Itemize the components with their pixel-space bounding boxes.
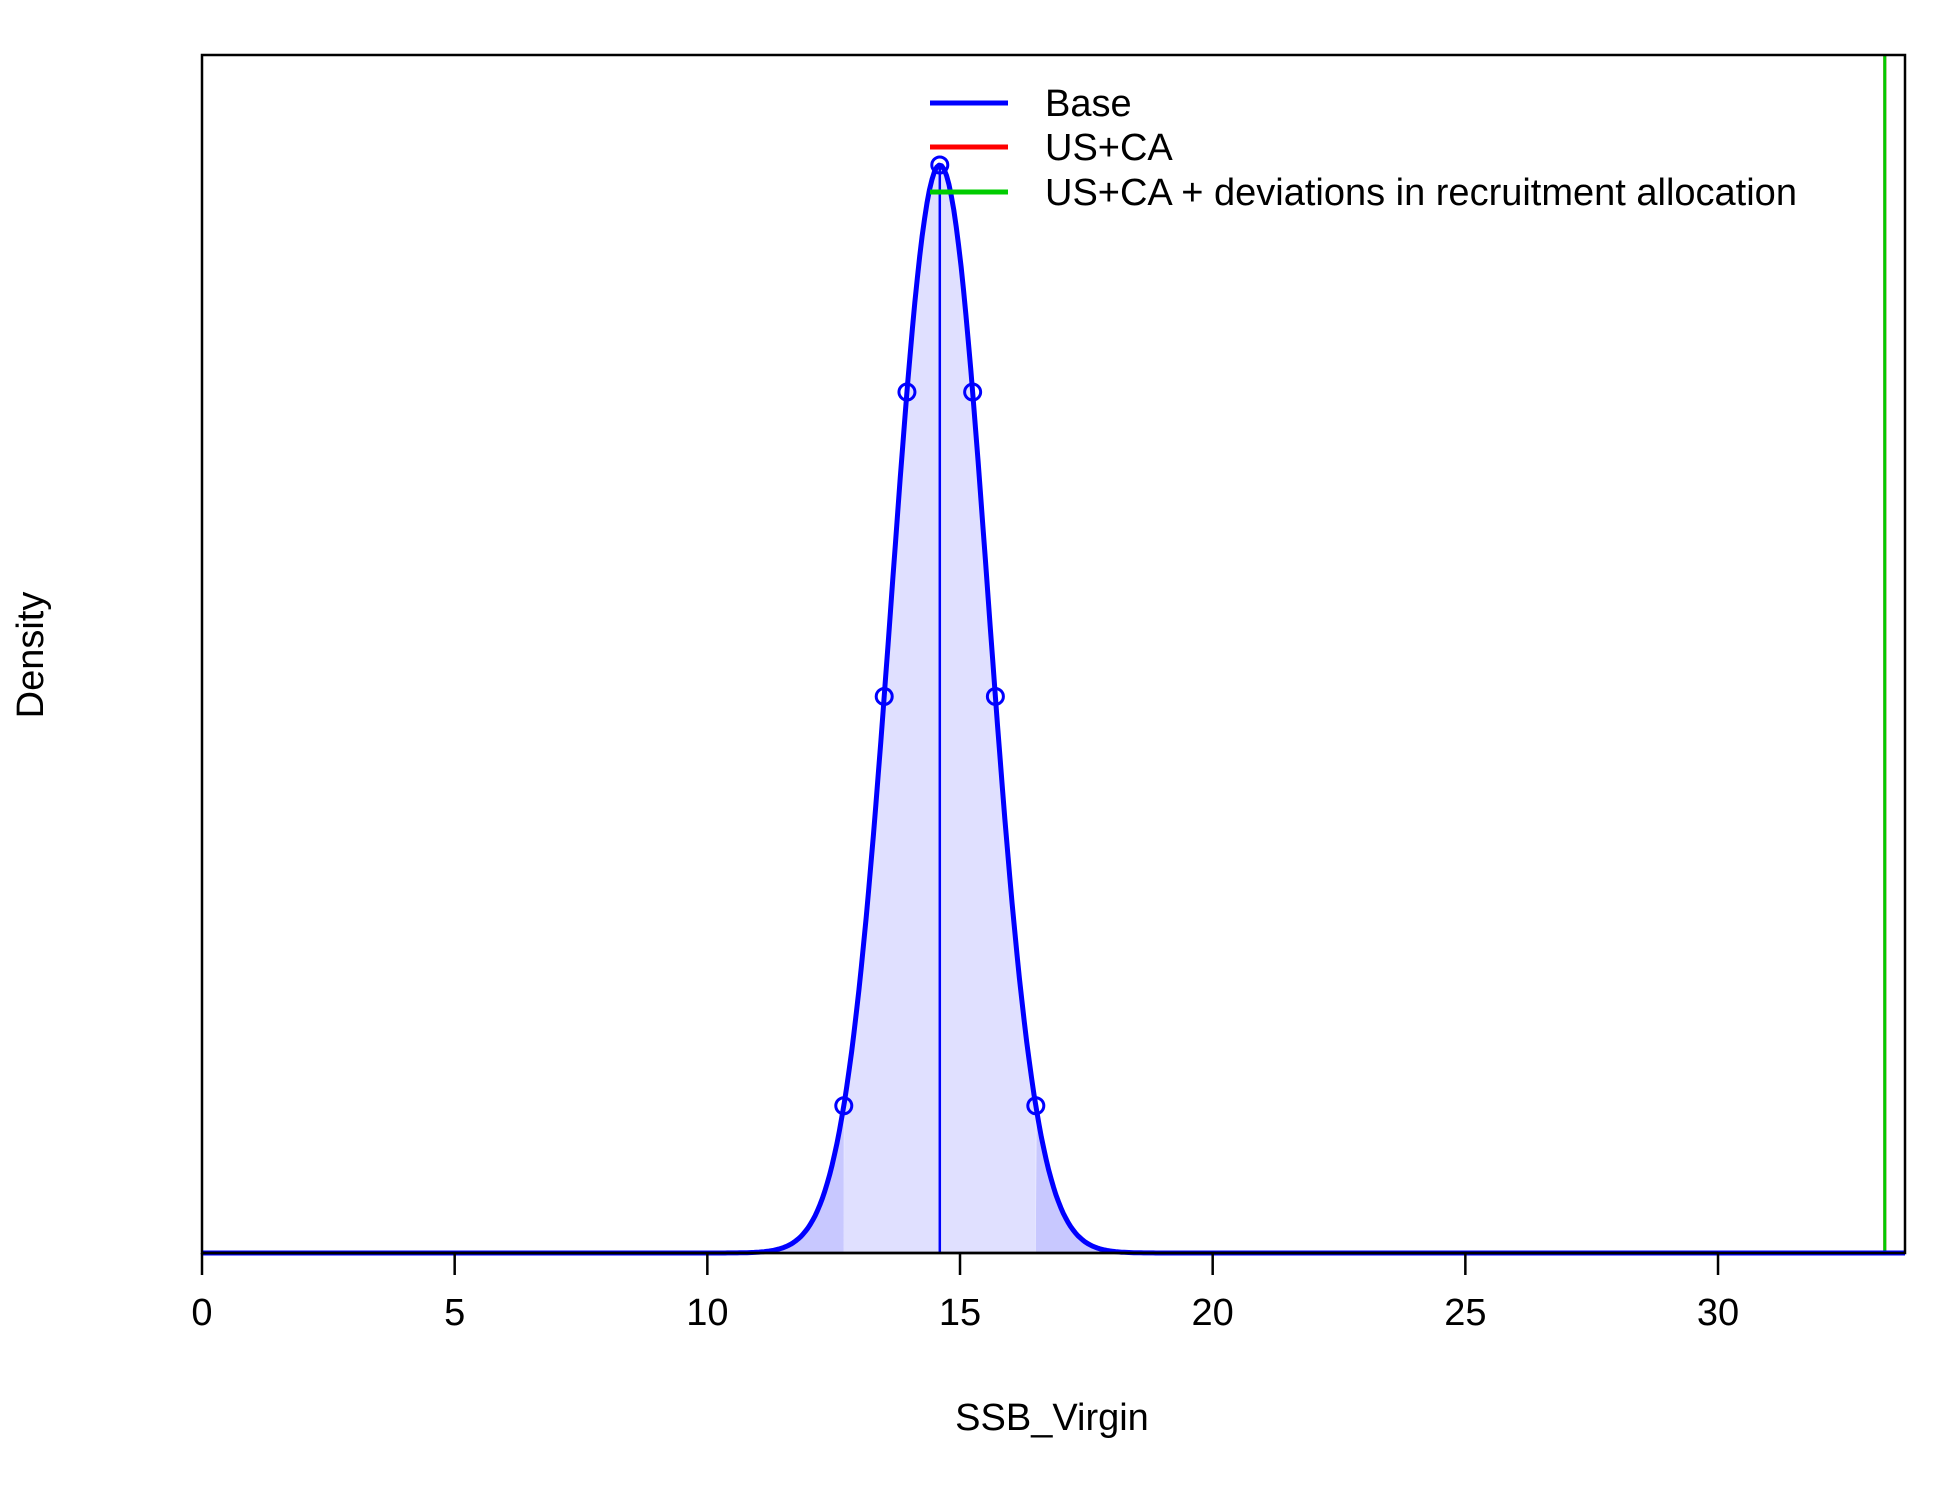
- x-tick-label: 5: [444, 1292, 465, 1334]
- x-tick-label: 10: [686, 1292, 728, 1334]
- axes: 0 5 10 15 20 25 30: [191, 53, 1907, 1334]
- x-axis-title: SSB_Virgin: [955, 1397, 1149, 1439]
- density-marker: [834, 1096, 854, 1116]
- density-marker: [874, 686, 894, 706]
- x-tick-label: 20: [1192, 1292, 1234, 1334]
- density-marker: [963, 382, 983, 402]
- plot-area: [201, 55, 1906, 1256]
- density-left-tail-fill: [202, 1105, 844, 1253]
- y-axis-title: Density: [10, 592, 52, 719]
- density-curve-base: [201, 162, 1906, 1256]
- x-tick-label: 0: [191, 1292, 212, 1334]
- density-marker: [897, 382, 917, 402]
- plot-frame: [200, 53, 1907, 1255]
- legend-label: US+CA + deviations in recruitment alloca…: [1045, 172, 1797, 214]
- x-tick-label: 25: [1444, 1292, 1486, 1334]
- density-marker: [1026, 1096, 1046, 1116]
- legend-label: US+CA: [1045, 127, 1173, 169]
- density-marker: [930, 155, 950, 175]
- x-tick-label: 15: [939, 1292, 981, 1334]
- legend-label: Base: [1045, 83, 1132, 125]
- x-tick-label: 30: [1697, 1292, 1739, 1334]
- density-right-tail-fill: [1035, 1109, 1905, 1253]
- density-marker: [985, 686, 1005, 706]
